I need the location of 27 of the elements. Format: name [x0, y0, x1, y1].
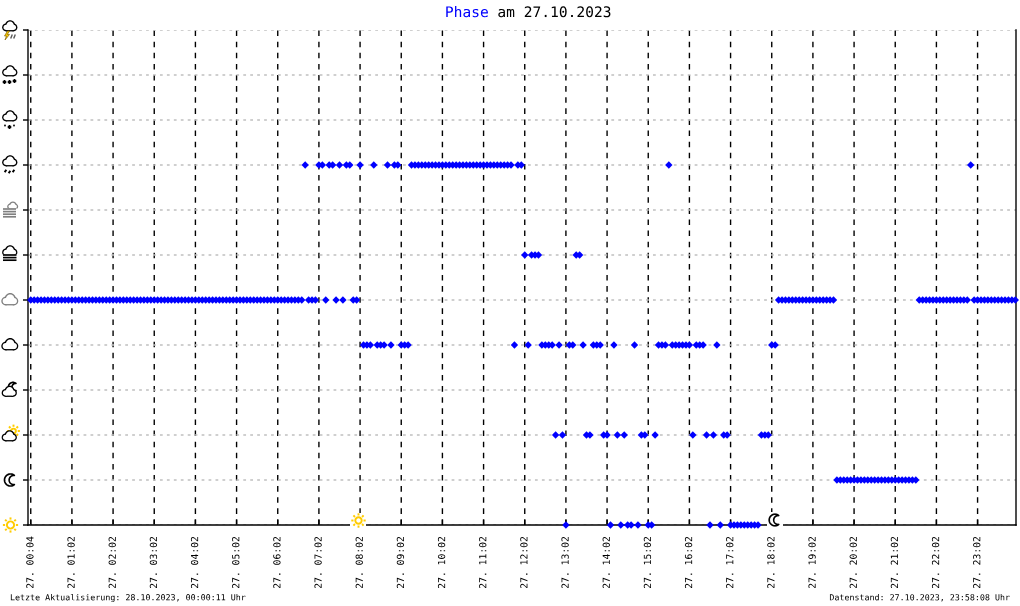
x-tick-label: 27. 01:02: [67, 536, 75, 589]
x-tick-label: 27. 19:02: [808, 536, 816, 589]
x-tick-label: 27. 11:02: [479, 536, 487, 589]
text: Datenstand: 27.10.2023, 23:58:08 Uhr: [829, 593, 1010, 602]
x-tick-label: 27. 12:02: [520, 536, 528, 589]
x-tick-label: 27. 09:02: [396, 536, 405, 589]
x-tick-label: 27. 13:02: [561, 536, 569, 589]
x-tick-label: 27. 00:04: [26, 536, 34, 589]
x-tick-label: 27. 17:02: [726, 536, 734, 589]
x-tick-label: 27. 07:02: [314, 536, 322, 589]
x-tick-label: 27. 23:02: [973, 536, 981, 589]
x-tick-label: 27. 15:02: [643, 536, 652, 589]
x-tick-label: 27. 06:02: [273, 536, 281, 589]
x-tick-label: 27. 10:02: [437, 536, 446, 589]
x-tick-label: 27. 20:02: [849, 536, 857, 589]
chart-title: Phase am 27.10.2023: [446, 5, 611, 18]
x-tick-label: 27. 08:02: [355, 536, 363, 589]
x-tick-label: 27. 14:02: [602, 536, 610, 589]
x-tick-label: 27. 16:02: [684, 536, 693, 589]
text: Letzte Aktualisierung: 28.10.2023, 00:00:11 Uhr: [10, 593, 246, 603]
x-tick-label: 27. 22:02: [931, 536, 940, 589]
x-tick-label: 27. 02:02: [108, 536, 116, 589]
x-tick-label: 27. 03:02: [149, 536, 158, 589]
x-tick-label: 27. 18:02: [767, 536, 775, 589]
x-tick-label: 27. 04:02: [190, 536, 199, 589]
x-tick-label: 27. 21:02: [890, 536, 899, 589]
x-tick-label: 27. 05:02: [232, 536, 240, 589]
